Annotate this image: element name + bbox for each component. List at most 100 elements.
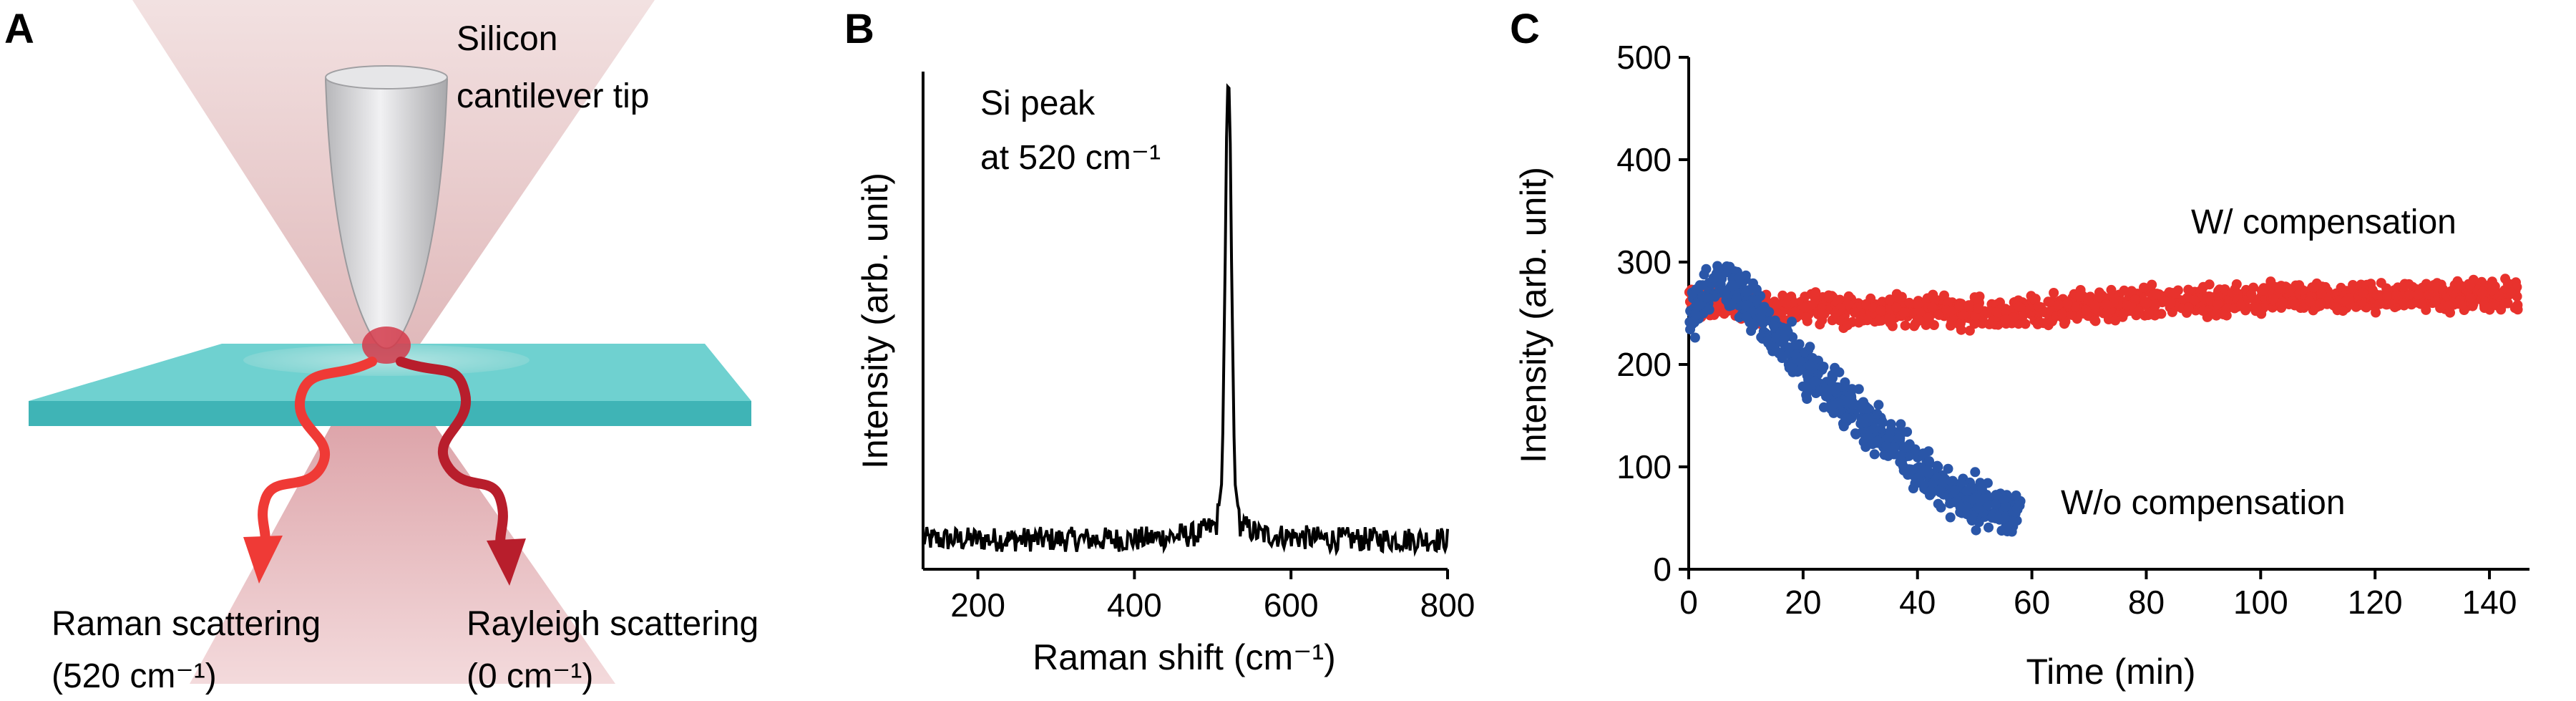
data-point <box>1946 306 1956 316</box>
data-point <box>1815 386 1825 397</box>
data-point <box>1924 456 1934 466</box>
panel-a-illustration: A Silicon cantilever tip Raman scatterin… <box>4 0 758 695</box>
data-point <box>1869 449 1880 460</box>
data-point <box>1958 309 1968 320</box>
data-point <box>1946 320 1956 331</box>
data-point <box>1840 412 1851 423</box>
data-point <box>2011 490 2021 501</box>
data-point <box>1830 308 1840 319</box>
data-point <box>1956 478 1966 488</box>
series-without-compensation <box>1684 261 2026 537</box>
data-point <box>1891 302 1901 313</box>
timecourse-y-axis-title: Intensity (arb. unit) <box>1513 167 1553 463</box>
data-point <box>1796 364 1807 374</box>
spectrum-x-tick-label: 400 <box>1107 586 1162 624</box>
data-point <box>1861 413 1872 424</box>
data-point <box>2289 299 2300 309</box>
data-point <box>1954 319 1965 330</box>
data-point <box>1752 295 1762 306</box>
data-point <box>1893 433 1904 444</box>
data-point <box>1955 502 1966 512</box>
timecourse-y-tick-label: 200 <box>1616 346 1672 383</box>
data-point <box>2315 299 2326 309</box>
panel-c-timecourse: C 0 20 40 60 80 100 120 140 0 100 200 300 400 500 W/ … <box>1510 6 2529 692</box>
data-point <box>1991 490 2001 501</box>
timecourse-x-tick-label: 120 <box>2348 584 2403 621</box>
data-point <box>2268 294 2278 304</box>
data-point <box>2248 282 2259 293</box>
data-point <box>1769 321 1779 331</box>
si-peak-annotation-line1: Si peak <box>980 84 1096 122</box>
spectrum-x-tick-label: 800 <box>1420 586 1475 624</box>
timecourse-series-labels: W/ compensation W/o compensation <box>2061 203 2457 522</box>
label-without-compensation: W/o compensation <box>2061 484 2346 522</box>
data-point <box>1826 404 1837 415</box>
data-point <box>2169 288 2180 299</box>
data-point <box>1741 311 1752 322</box>
data-point <box>1910 444 1921 455</box>
data-point <box>1906 465 1916 475</box>
data-point <box>1756 314 1766 324</box>
data-point <box>2160 296 2171 307</box>
data-point <box>1782 298 1792 309</box>
timecourse-ticks: 0 20 40 60 80 100 120 140 0 100 200 300 400 500 <box>1616 39 2517 621</box>
data-point <box>1685 324 1695 335</box>
data-point <box>2304 296 2315 306</box>
data-point <box>1691 309 1702 320</box>
data-point <box>2089 315 2100 326</box>
data-point <box>1946 476 1957 487</box>
data-point <box>1862 315 1873 326</box>
spectrum-x-tick-label: 200 <box>950 586 1005 624</box>
data-point <box>1976 483 1987 493</box>
raman-label-line2: (520 cm⁻¹) <box>52 657 217 695</box>
data-point <box>2012 503 2022 513</box>
series-with-compensation <box>1684 274 2523 336</box>
data-point <box>2374 299 2385 309</box>
data-point <box>1810 287 1821 298</box>
data-point <box>2358 287 2368 298</box>
data-point <box>1790 306 1800 317</box>
data-point <box>2070 301 2080 312</box>
data-point <box>2455 280 2466 291</box>
data-point <box>2294 280 2305 291</box>
data-point <box>2265 276 2276 287</box>
data-point <box>2404 289 2414 300</box>
data-point <box>2000 502 2011 512</box>
data-point <box>1970 467 1981 478</box>
data-point <box>2231 279 2242 289</box>
data-point <box>1881 440 1892 451</box>
data-point <box>2371 289 2382 300</box>
data-point <box>2435 303 2446 314</box>
data-point <box>2102 299 2112 310</box>
rayleigh-arrowhead <box>487 538 526 586</box>
data-point <box>1895 450 1906 461</box>
data-point <box>2424 289 2434 300</box>
data-point <box>1939 290 1949 301</box>
data-point <box>1847 384 1858 395</box>
data-point <box>2258 285 2268 296</box>
rayleigh-arrow <box>396 357 509 560</box>
data-point <box>1777 353 1787 363</box>
data-point <box>1999 513 2009 524</box>
data-point <box>1787 316 1797 327</box>
data-point <box>2083 295 2094 306</box>
data-point <box>1904 297 1915 308</box>
data-point <box>1849 307 1860 318</box>
data-point <box>2465 293 2476 304</box>
data-point <box>2496 304 2507 315</box>
data-point <box>2075 291 2086 302</box>
data-point <box>1991 307 2002 318</box>
data-point <box>2404 279 2414 289</box>
data-point <box>1961 486 1972 497</box>
data-point <box>1885 294 1896 305</box>
data-point <box>2139 282 2149 293</box>
spectrum-x-ticks: 200 400 600 800 <box>950 569 1475 624</box>
timecourse-y-tick-label: 400 <box>1616 141 1672 178</box>
timecourse-x-tick-label: 60 <box>2014 584 2050 621</box>
data-point <box>1843 291 1854 301</box>
data-point <box>2381 283 2392 294</box>
timecourse-x-tick-label: 100 <box>2233 584 2288 621</box>
data-point <box>2150 301 2160 311</box>
data-point <box>1842 396 1853 407</box>
